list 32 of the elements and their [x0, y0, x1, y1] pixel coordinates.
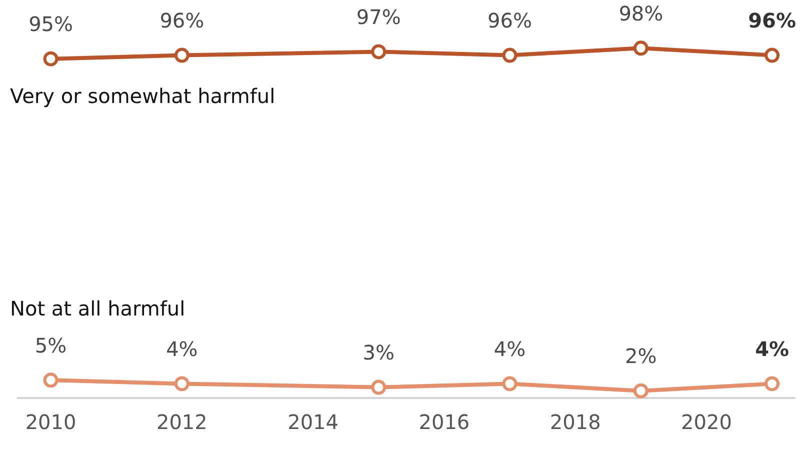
point: [43, 372, 58, 388]
point: [633, 383, 648, 398]
point: [174, 48, 190, 63]
x-tick-label: 2010: [25, 410, 76, 434]
data-label: 96%: [748, 8, 796, 32]
point: [764, 48, 780, 63]
data-label: 4%: [166, 336, 198, 361]
data-label: 5%: [34, 333, 67, 358]
data-label: 4%: [494, 336, 526, 361]
point: [371, 44, 386, 60]
point: [633, 40, 648, 56]
point: [371, 380, 386, 395]
point: [43, 51, 58, 66]
series-label: Very or somewhat harmful: [10, 84, 276, 108]
x-tick-label: 2016: [418, 410, 470, 434]
text: Not at all harmful: [10, 296, 186, 320]
data-label: 97%: [356, 4, 401, 29]
point: [764, 376, 780, 392]
x-tick-label: 2012: [156, 410, 208, 434]
data-label: 3%: [362, 340, 394, 364]
x-tick-label: 2020: [681, 410, 732, 434]
data-label: 98%: [618, 1, 664, 26]
x-tick-label: 2018: [550, 410, 601, 434]
point: [502, 48, 518, 63]
data-label: 4%: [755, 336, 790, 361]
point: [174, 376, 190, 392]
data-label: 96%: [488, 8, 532, 32]
point: [502, 376, 518, 392]
data-label: 96%: [160, 8, 204, 32]
data-label: 95%: [28, 12, 74, 36]
data-label: 2%: [625, 344, 657, 368]
x-tick-label: 2014: [288, 410, 339, 434]
